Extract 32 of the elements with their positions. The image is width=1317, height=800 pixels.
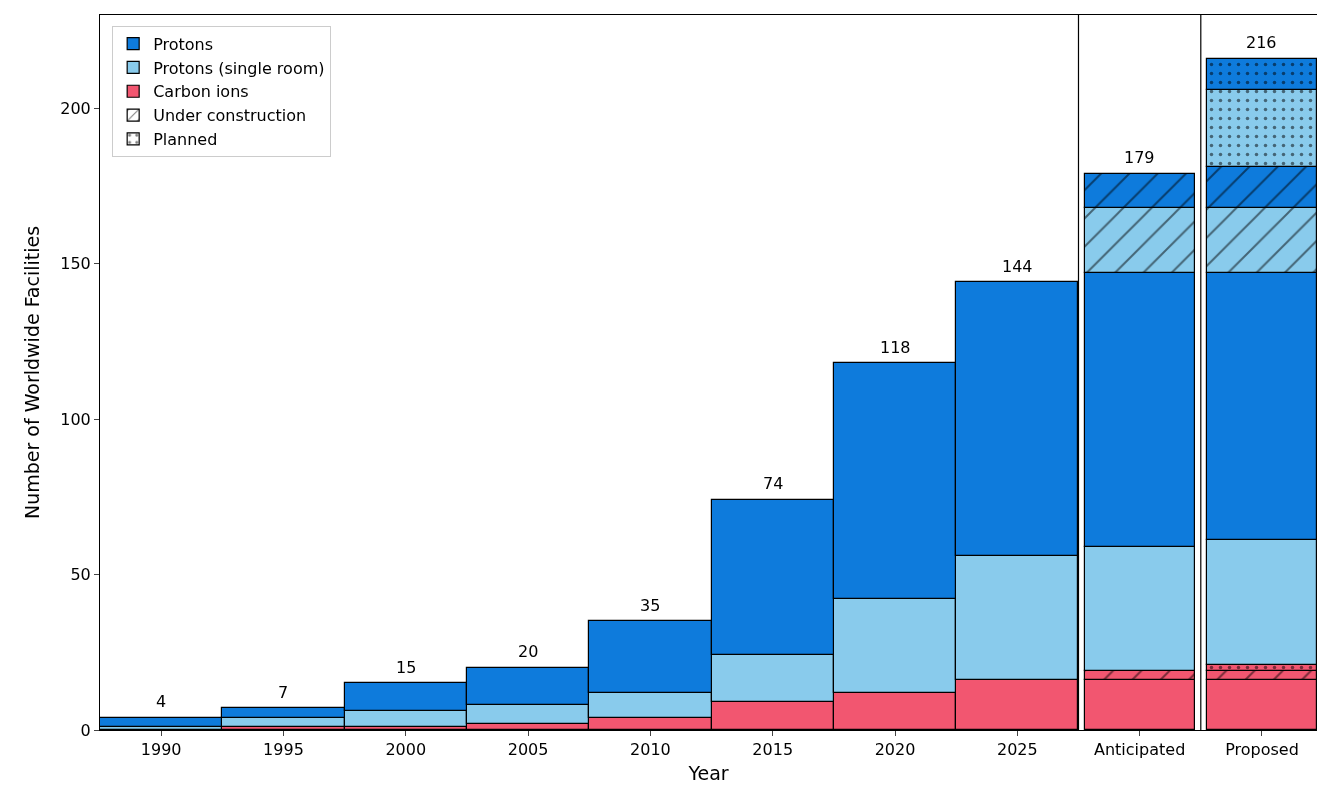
total-label: 4 [156, 692, 167, 711]
y-tick-label: 100 [60, 409, 91, 429]
y-tick-label: 200 [60, 98, 91, 118]
x-tick-label: Anticipated [1094, 740, 1186, 760]
total-label: 7 [278, 683, 289, 702]
legend-label: Protons (single room) [153, 58, 325, 78]
y-axis-title: Number of Worldwide Facilities [21, 225, 44, 520]
x-tick-label: 2010 [630, 740, 671, 760]
total-label: 216 [1246, 33, 1277, 52]
legend-label: Under construction [153, 106, 307, 126]
total-label: 118 [880, 338, 911, 357]
x-tick-label: 2025 [996, 740, 1038, 760]
legend-label: Planned [153, 130, 218, 150]
y-tick-label: 150 [60, 254, 91, 274]
total-label: 74 [763, 474, 784, 493]
x-tick-label: 1995 [263, 740, 304, 760]
total-label: 15 [396, 658, 417, 677]
total-label: 20 [518, 642, 539, 661]
total-label: 144 [1002, 257, 1033, 276]
x-tick-label: 2005 [507, 740, 549, 760]
x-axis-title: Year [687, 762, 729, 784]
x-tick-label: 2000 [385, 740, 427, 760]
y-tick-label: 50 [70, 565, 91, 585]
x-tick-label: Proposed [1225, 740, 1299, 760]
legend-label: Carbon ions [153, 82, 249, 102]
legend-label: Protons [153, 34, 214, 54]
total-label: 179 [1124, 148, 1155, 167]
x-tick-label: 2015 [752, 740, 794, 760]
total-label: 35 [640, 596, 661, 615]
x-tick-label: 1990 [140, 740, 182, 760]
y-tick-label: 0 [80, 720, 91, 740]
x-tick-label: 2020 [874, 740, 916, 760]
